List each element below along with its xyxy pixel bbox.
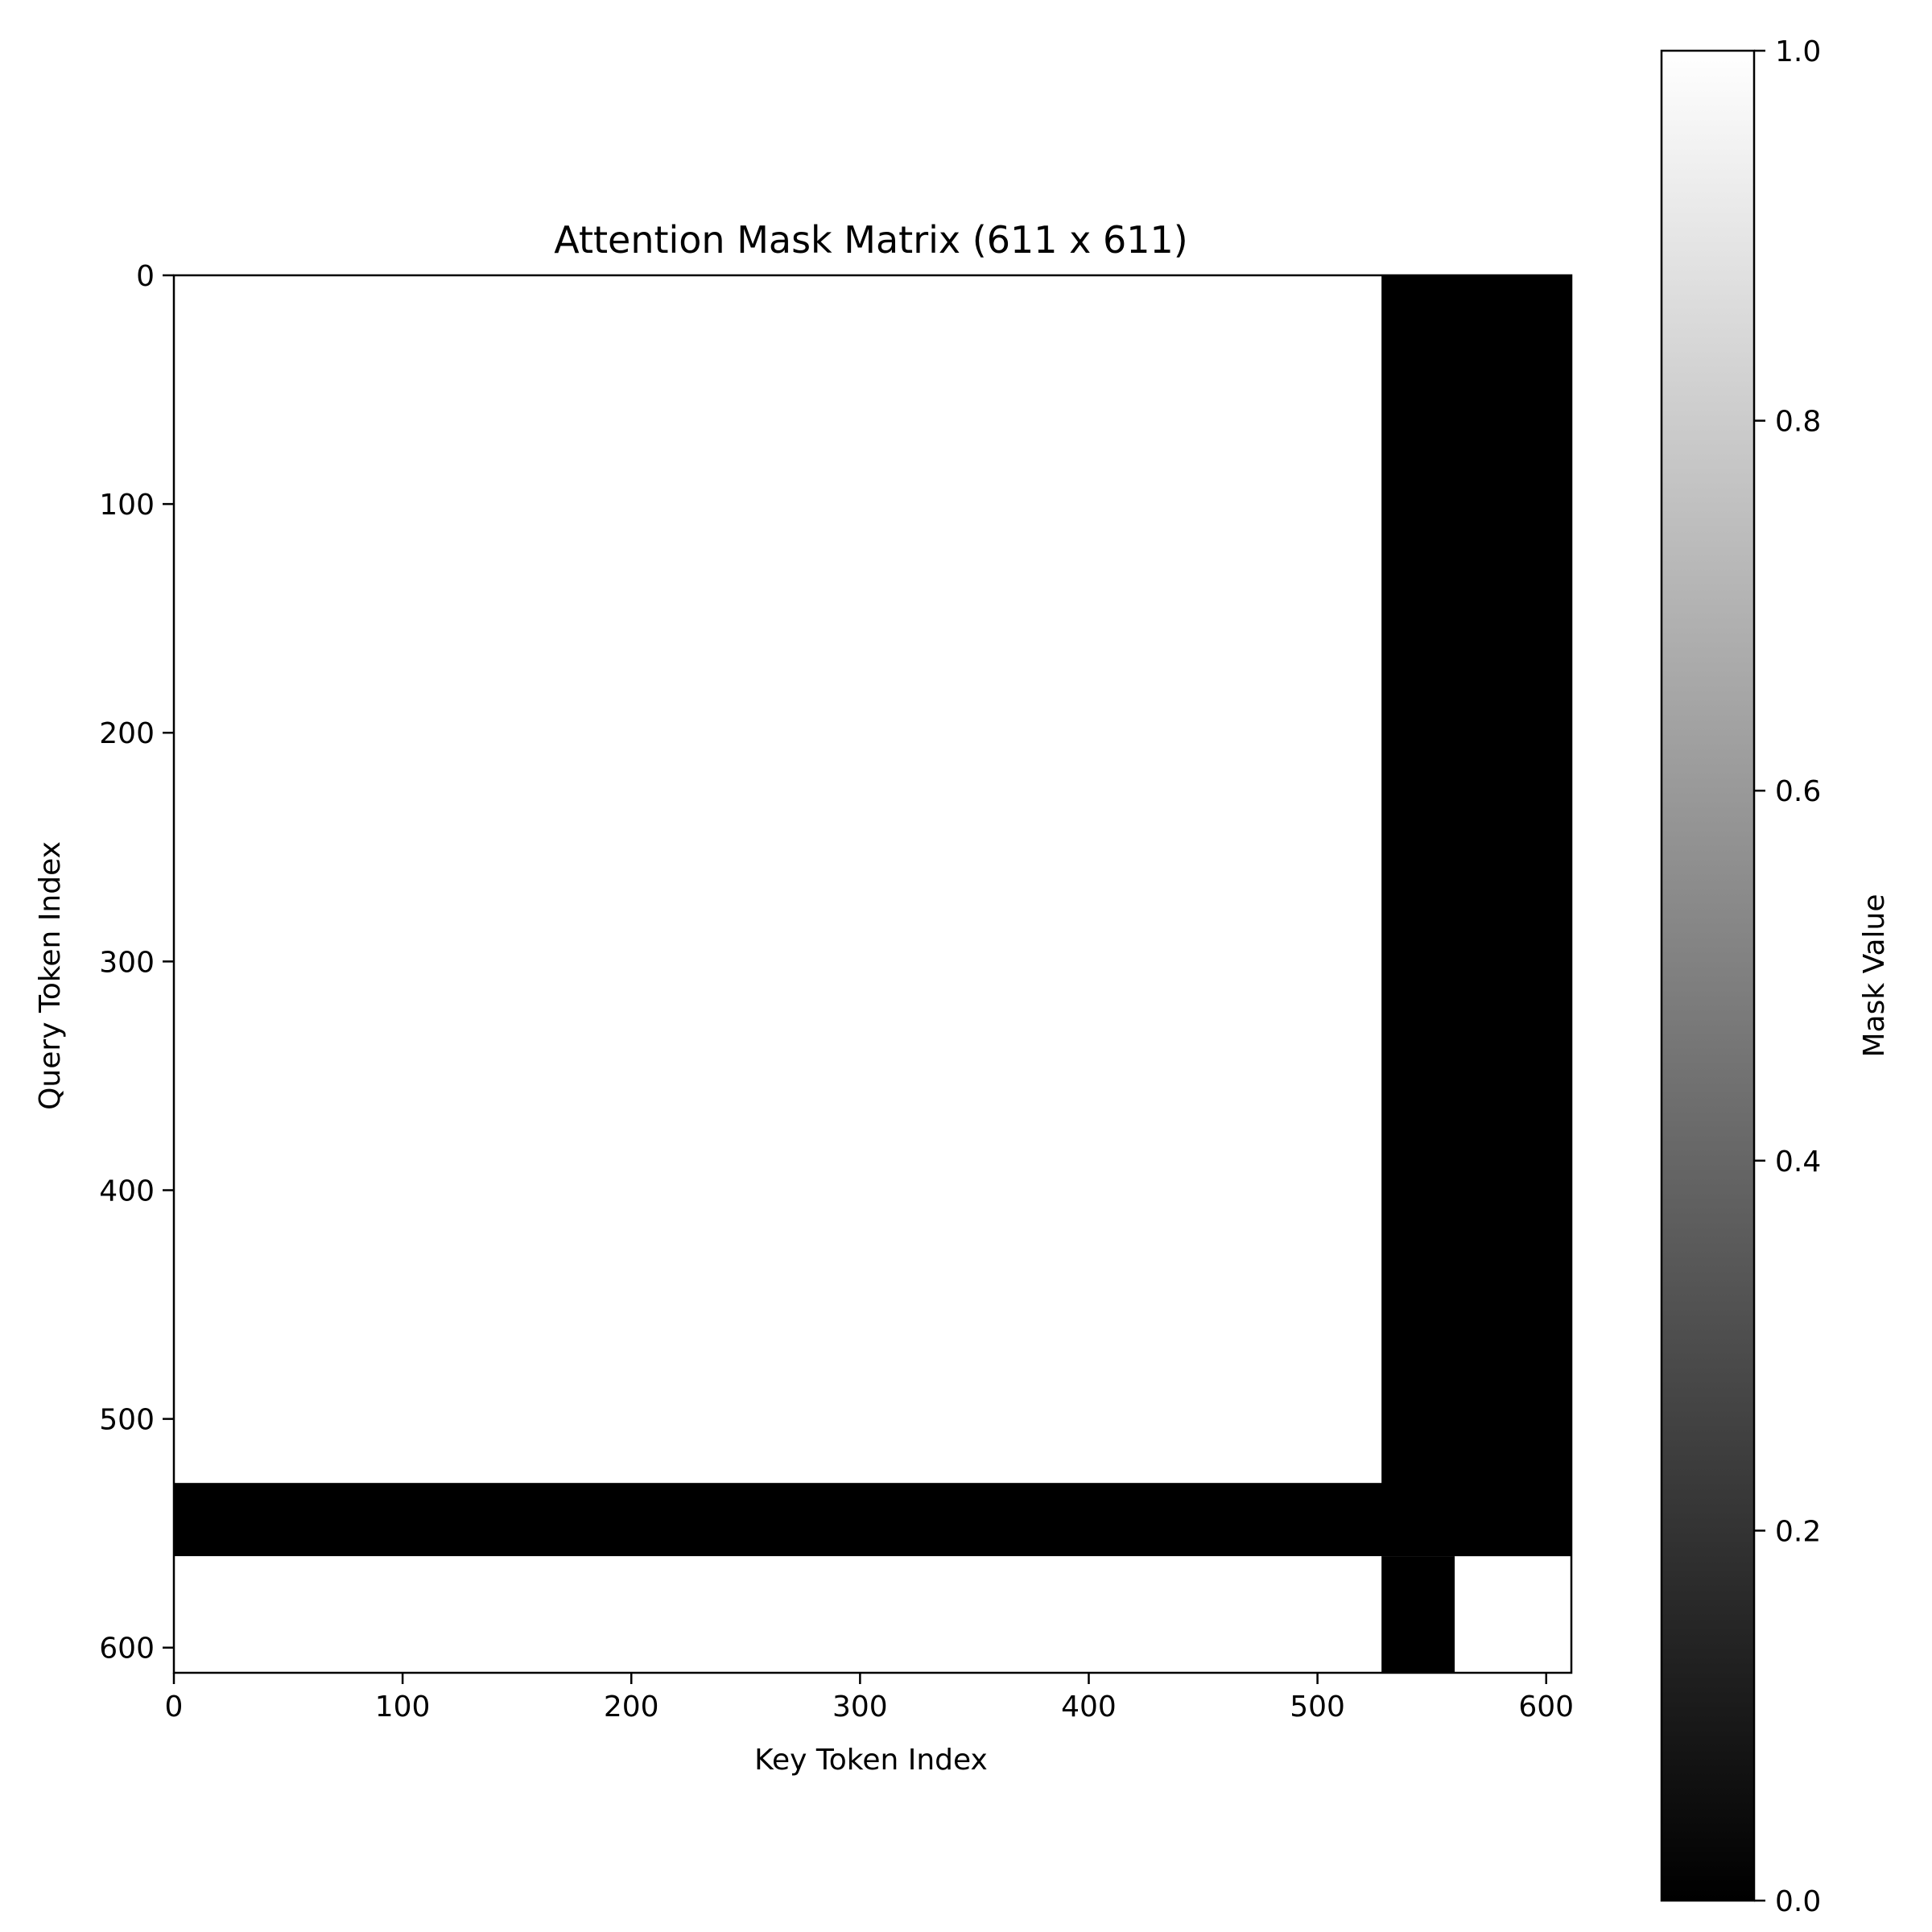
- heatmap-cell-block: [1381, 1556, 1455, 1673]
- colorbar-tick-label: 0.2: [1775, 1515, 1821, 1548]
- colorbar-tick-label: 0.0: [1775, 1885, 1821, 1918]
- colorbar-ticks: 0.0 0.2 0.4 0.6 0.8 1.0: [1754, 35, 1821, 1918]
- colorbar-tick-label: 1.0: [1775, 35, 1821, 68]
- x-axis-ticks: 0 100 200 300 400 500 600: [165, 1673, 1574, 1724]
- heatmap-background: [174, 275, 1571, 1673]
- y-tick-label: 600: [99, 1633, 155, 1666]
- heatmap-cell-block: [174, 1483, 1571, 1557]
- x-tick-label: 0: [165, 1690, 184, 1724]
- colorbar-tick-label: 0.6: [1775, 775, 1821, 808]
- colorbar-tick-label: 0.4: [1775, 1146, 1821, 1179]
- x-tick-label: 600: [1518, 1690, 1574, 1724]
- heatmap-plot-area: [172, 274, 1573, 1674]
- y-tick-label: 200: [99, 717, 155, 750]
- y-axis-ticks: 0 100 200 300 400 500 600: [99, 260, 174, 1666]
- x-axis-label: Key Token Index: [754, 1744, 988, 1777]
- x-tick-label: 300: [832, 1690, 888, 1724]
- colorbar: [1660, 49, 1756, 1902]
- colorbar-tick-label: 0.8: [1775, 406, 1821, 439]
- y-tick-label: 0: [136, 260, 155, 293]
- y-tick-label: 100: [99, 489, 155, 522]
- x-tick-label: 400: [1061, 1690, 1117, 1724]
- y-tick-label: 300: [99, 946, 155, 979]
- heatmap-cell-block: [1381, 275, 1571, 1557]
- x-tick-label: 500: [1290, 1690, 1345, 1724]
- plot-frame: [172, 274, 1573, 1674]
- y-tick-label: 500: [99, 1404, 155, 1437]
- chart-title: Attention Mask Matrix (611 x 611): [554, 218, 1187, 262]
- x-tick-label: 100: [375, 1690, 431, 1724]
- y-tick-label: 400: [99, 1174, 155, 1208]
- x-tick-label: 200: [604, 1690, 659, 1724]
- colorbar-label: Mask Value: [1858, 894, 1891, 1057]
- y-axis-label: Query Token Index: [34, 841, 67, 1110]
